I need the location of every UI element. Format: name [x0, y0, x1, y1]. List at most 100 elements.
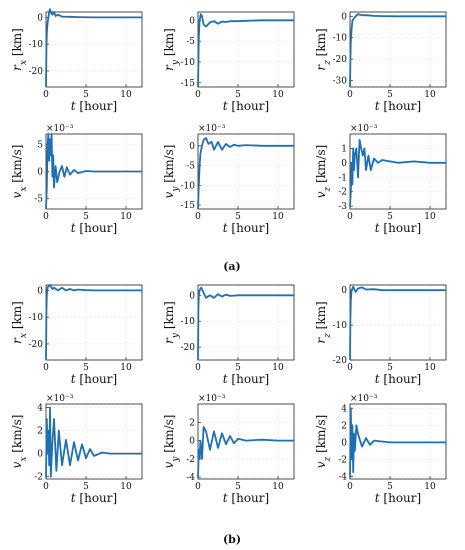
a-vx-exponent: ×10⁻³ [46, 124, 74, 134]
a-vy-ytick-label: -15 [181, 201, 196, 211]
a-vz-xlabel: t [hour] [375, 221, 421, 235]
b-rx-ylabel: rx [km] [10, 301, 29, 344]
a-vz-axes-frame [349, 133, 447, 210]
b-vy-xlabel: t [hour] [223, 491, 269, 505]
b-rz-xtick-label: 5 [387, 363, 393, 373]
a-vy-ylabel: vy [km/s] [162, 145, 181, 199]
a-rx-xtick-label: 10 [120, 90, 132, 100]
a-rz-series-line [349, 13, 446, 88]
a-ry-xtick-label: 10 [272, 90, 284, 100]
a-vz-ytick-label: -3 [338, 202, 347, 212]
a-vy-axes-frame [197, 133, 295, 210]
a-rx-xtick-label: 5 [83, 90, 89, 100]
b-ry-ylabel: ry [km] [162, 301, 181, 344]
b-ry-xtick-label: 0 [195, 363, 201, 373]
b-vy-ytick-label: 0 [189, 437, 195, 447]
a-vz-xtick-label: 0 [347, 212, 353, 222]
b-rx-ytick-label: 0 [37, 286, 43, 296]
b-rx-axes-frame [45, 284, 143, 361]
a-ry-ytick-label: -5 [186, 37, 195, 47]
b-rz-xtick-label: 0 [347, 363, 353, 373]
b-vy-xtick-label: 10 [272, 482, 284, 492]
b-vz-exponent: ×10⁻³ [350, 394, 378, 404]
b-rz-ylabel: rz [km] [314, 301, 333, 343]
a-ry-xtick-label: 0 [195, 90, 201, 100]
a-rz-xtick-label: 5 [387, 90, 393, 100]
a-ry-xlabel: t [hour] [223, 99, 269, 113]
a-vz-ytick-label: -2 [338, 188, 347, 198]
b-vz-ytick-label: -4 [338, 472, 347, 482]
b-vz-ylabel: vz [km/s] [314, 415, 333, 469]
b-vz-ytick-label: -2 [338, 455, 347, 465]
b-vz-xtick-label: 5 [387, 482, 393, 492]
b-vx-ytick-label: 0 [37, 450, 43, 460]
b-ry-series-line [197, 286, 294, 361]
a-rz-ytick-label: -20 [333, 55, 348, 65]
a-ry-axes-frame [197, 11, 295, 88]
b-ry-xtick-label: 10 [272, 363, 284, 373]
a-vx-ylabel: vx [km/s] [10, 145, 29, 199]
b-rz-ytick-label: -10 [333, 321, 348, 331]
b-vz-ytick-label: 0 [341, 438, 347, 448]
b-vx-xtick-label: 0 [43, 482, 49, 492]
b-vz-xlabel: t [hour] [375, 491, 421, 505]
a-vz-xtick-label: 10 [424, 212, 436, 222]
b-ry-ytick-label: -10 [181, 317, 196, 327]
b-vz-ytick-label: 4 [341, 404, 347, 414]
a-vy-exponent: ×10⁻³ [198, 124, 226, 134]
b-rx-ytick-label: -20 [29, 340, 44, 350]
a-vz-series-line [349, 138, 446, 207]
a-vz-ylabel: vz [km/s] [314, 145, 333, 199]
a-ry-ytick-label: 0 [189, 16, 195, 26]
a-ry-series-line [197, 13, 294, 88]
b-vy-xtick-label: 0 [195, 482, 201, 492]
b-vy-xtick-label: 5 [235, 482, 241, 492]
a-vx-series-line [45, 133, 142, 210]
a-vx-ytick-label: 0 [37, 168, 43, 178]
b-vx-xtick-label: 10 [120, 482, 132, 492]
b-vz-xtick-label: 0 [347, 482, 353, 492]
a-rz-xtick-label: 0 [347, 90, 353, 100]
a-vx-ytick-label: -5 [34, 194, 43, 204]
a-rx-series-line [45, 8, 142, 88]
a-vx-ytick-label: 5 [37, 141, 43, 151]
b-vy-ytick-label: 2 [189, 418, 195, 428]
a-vy-xtick-label: 5 [235, 212, 241, 222]
b-rx-xtick-label: 10 [120, 363, 132, 373]
a-vz-xtick-label: 5 [387, 212, 393, 222]
b-vx-series-line [45, 406, 142, 478]
b-vy-ytick-label: -2 [186, 455, 195, 465]
a-vz-ytick-label: -1 [338, 173, 347, 183]
b-vx-exponent: ×10⁻³ [46, 394, 74, 404]
a-rz-ytick-label: -10 [333, 34, 348, 44]
a-vy-xtick-label: 0 [195, 212, 201, 222]
a-rx-ylabel: rx [km] [10, 28, 29, 71]
a-ry-ylabel: ry [km] [162, 28, 181, 71]
a-vz-ytick-label: 0 [341, 159, 347, 169]
a-rx-xtick-label: 0 [43, 90, 49, 100]
b-vx-ytick-label: 4 [37, 403, 43, 413]
b-rz-xtick-label: 10 [424, 363, 436, 373]
a-ry-ytick-label: -10 [181, 58, 196, 68]
b-ry-xlabel: t [hour] [223, 372, 269, 386]
a-vx-xtick-label: 5 [83, 212, 89, 222]
a-rx-ytick-label: -20 [29, 67, 44, 77]
b-rx-xtick-label: 5 [83, 363, 89, 373]
b-vz-series-line [349, 407, 446, 477]
caption-a: (a) [223, 260, 241, 273]
b-ry-ytick-label: -20 [181, 343, 196, 353]
a-vz-exponent: ×10⁻³ [350, 124, 378, 134]
b-rz-axes-frame [349, 284, 447, 361]
a-vx-xlabel: t [hour] [71, 221, 117, 235]
a-rx-ytick-label: -10 [29, 40, 44, 50]
b-vx-xlabel: t [hour] [71, 491, 117, 505]
b-rx-series-line [45, 284, 142, 361]
b-rx-ytick-label: -10 [29, 313, 44, 323]
caption-b: (b) [223, 533, 241, 546]
a-vy-xtick-label: 10 [272, 212, 284, 222]
b-rz-series-line [349, 285, 446, 361]
a-vx-xtick-label: 0 [43, 212, 49, 222]
a-vy-series-line [197, 136, 294, 210]
a-rx-axes-frame [45, 11, 143, 88]
